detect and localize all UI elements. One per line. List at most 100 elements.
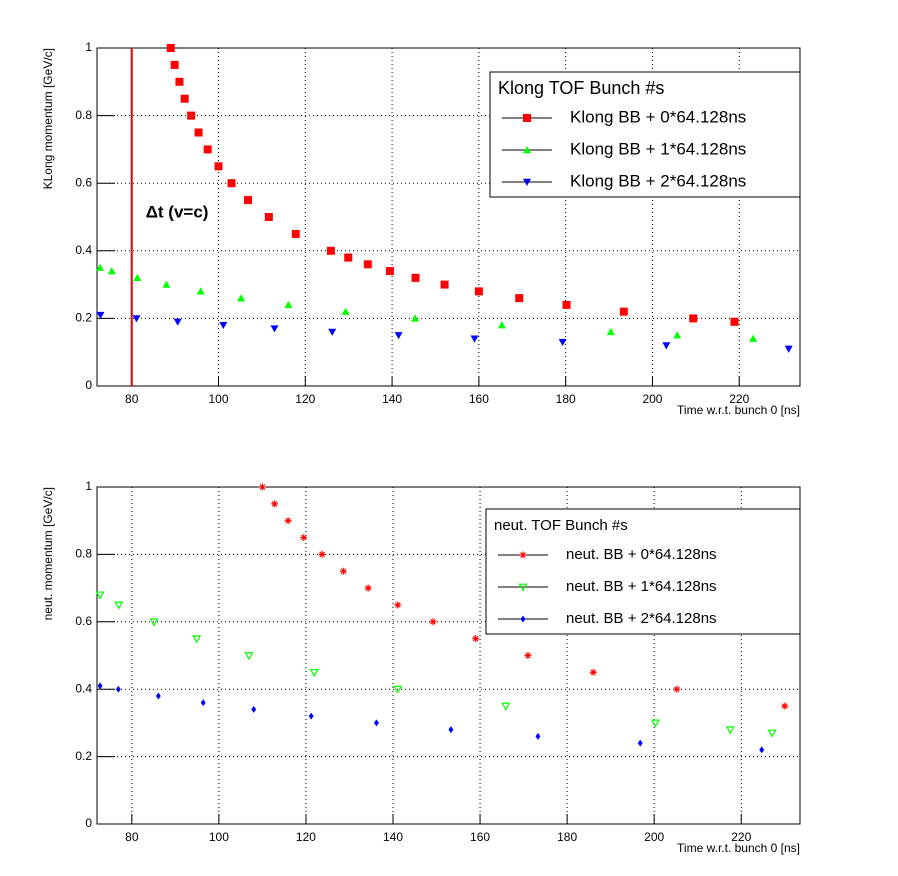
marker [258,483,266,491]
marker [523,146,531,154]
marker [519,551,527,559]
x-tick-label: 80 [125,392,139,406]
marker [244,196,253,205]
marker [673,331,682,339]
marker [650,719,661,728]
marker [501,702,511,711]
y-tick-label: 0.6 [75,175,92,189]
marker [393,685,403,694]
marker [535,732,541,740]
marker [284,300,293,309]
x-tick-label: 120 [295,392,315,406]
marker [637,739,643,747]
marker [394,332,403,340]
marker [214,162,223,171]
marker [96,263,105,271]
marker [341,307,350,315]
marker [318,550,326,558]
legend-box [485,508,801,635]
marker [194,128,203,137]
y-tick-label: 0.6 [75,614,92,628]
marker [448,726,454,734]
x-axis-label: Time w.r.t. bunch 0 [ns] [677,403,800,417]
marker [558,338,567,347]
marker [781,702,789,710]
marker [749,334,758,342]
marker [270,325,279,333]
marker [440,280,449,289]
y-tick-label: 0 [85,816,92,830]
marker [689,314,698,323]
legend-label: neut. BB + 2*64.128ns [566,610,717,627]
marker [203,145,212,154]
y-tick-label: 0.8 [75,108,92,122]
marker [523,178,531,186]
y-tick-label: 0.4 [75,243,92,257]
marker [474,287,483,296]
legend-title: Klong TOF Bunch #s [498,78,664,98]
marker [166,44,175,52]
y-tick-label: 0.2 [75,311,92,325]
x-tick-label: 120 [296,830,316,844]
marker [180,94,189,103]
y-tick-label: 0 [85,378,92,392]
marker [589,668,597,676]
marker [175,77,184,86]
marker [472,635,480,643]
marker [291,229,300,238]
x-tick-label: 80 [125,830,139,844]
marker [364,584,372,592]
legend-label: Klong BB + 1*64.128ns [570,139,746,158]
marker [497,321,506,329]
marker [725,726,735,735]
x-axis-label: Time w.r.t. bunch 0 [ns] [677,841,800,855]
marker [328,328,337,336]
y-axis-label: KLong momentum [GeV/c] [41,48,55,189]
marker [219,321,228,330]
x-tick-label: 140 [382,392,402,406]
marker [97,682,103,690]
marker [284,517,292,525]
marker [429,618,437,626]
y-tick-label: 0.8 [75,547,92,561]
marker [520,615,526,623]
marker [562,300,571,309]
marker [385,267,394,276]
marker [170,60,179,69]
x-tick-label: 220 [731,830,751,844]
marker [95,591,105,600]
marker [344,253,353,262]
marker [411,273,420,282]
marker [237,294,246,302]
marker [114,601,124,610]
x-tick-label: 160 [470,830,490,844]
marker [271,500,279,508]
y-tick-label: 1 [85,479,92,493]
marker [767,729,777,738]
marker [96,311,105,320]
marker [515,294,524,303]
marker [187,111,196,120]
legend-label: neut. BB + 1*64.128ns [566,578,717,595]
x-tick-label: 200 [644,830,664,844]
marker [149,618,159,627]
marker [133,273,142,282]
marker [192,635,202,644]
marker [470,335,479,343]
x-tick-label: 100 [209,830,229,844]
marker [523,114,531,122]
marker [619,307,628,316]
x-tick-label: 160 [469,392,489,406]
x-tick-label: 180 [557,830,577,844]
x-tick-label: 180 [556,392,576,406]
marker [524,652,532,659]
y-tick-label: 0.2 [75,749,92,763]
legend-box [489,71,801,198]
plot-frame [96,486,801,825]
marker [309,668,319,678]
marker [518,583,528,592]
marker [339,567,347,575]
x-tick-label: 100 [208,392,228,406]
x-tick-label: 220 [729,392,749,406]
